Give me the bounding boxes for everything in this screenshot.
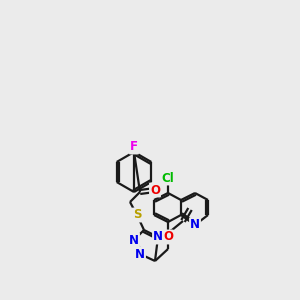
Text: F: F (130, 140, 138, 154)
Text: N: N (129, 233, 139, 247)
Text: O: O (163, 230, 173, 244)
Text: N: N (153, 230, 163, 244)
Text: O: O (150, 184, 160, 196)
Text: N: N (135, 248, 145, 260)
Text: S: S (133, 208, 141, 221)
Text: Cl: Cl (162, 172, 174, 184)
Text: N: N (190, 218, 200, 232)
